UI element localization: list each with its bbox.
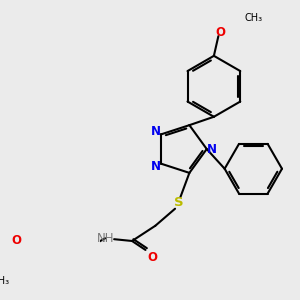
Text: CH₃: CH₃ xyxy=(244,13,262,23)
Text: NH: NH xyxy=(96,232,114,245)
Text: O: O xyxy=(148,250,158,264)
Text: N: N xyxy=(151,125,161,138)
Text: S: S xyxy=(174,196,183,209)
Text: N: N xyxy=(151,160,161,173)
Text: O: O xyxy=(11,235,22,248)
Text: N: N xyxy=(207,142,217,155)
Text: O: O xyxy=(215,26,225,39)
Text: CH₃: CH₃ xyxy=(0,276,9,286)
